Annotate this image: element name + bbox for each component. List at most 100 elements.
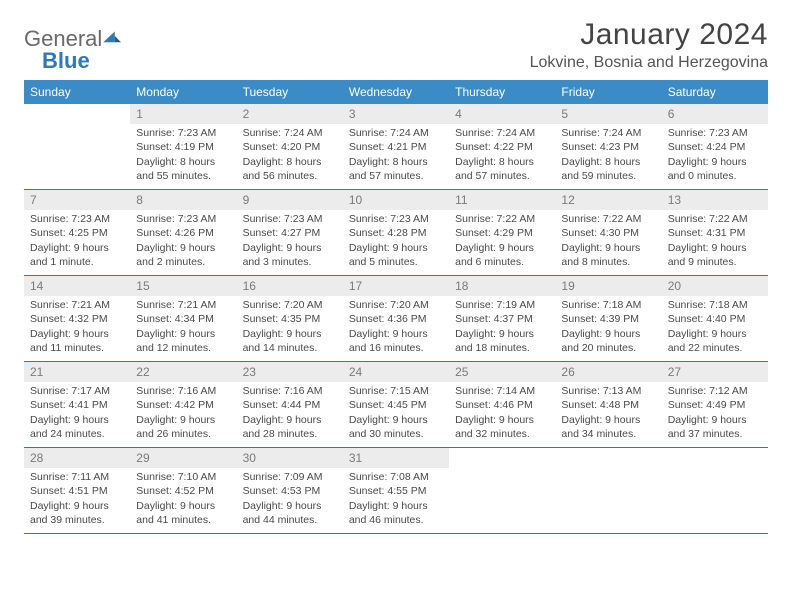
day-cell: 23Sunrise: 7:16 AMSunset: 4:44 PMDayligh… <box>237 362 343 447</box>
daylight-text: Daylight: 8 hours <box>243 155 337 169</box>
day-cell: 29Sunrise: 7:10 AMSunset: 4:52 PMDayligh… <box>130 448 236 533</box>
daylight-text: and 20 minutes. <box>561 341 655 355</box>
sunset-text: Sunset: 4:35 PM <box>243 312 337 326</box>
day-cell: 18Sunrise: 7:19 AMSunset: 4:37 PMDayligh… <box>449 276 555 361</box>
sunset-text: Sunset: 4:44 PM <box>243 398 337 412</box>
daylight-text: and 6 minutes. <box>455 255 549 269</box>
daylight-text: Daylight: 9 hours <box>455 413 549 427</box>
daylight-text: Daylight: 9 hours <box>349 499 443 513</box>
weekday-friday: Friday <box>555 80 661 104</box>
weekday-wednesday: Wednesday <box>343 80 449 104</box>
day-cell: 13Sunrise: 7:22 AMSunset: 4:31 PMDayligh… <box>662 190 768 275</box>
day-number: 29 <box>130 448 236 468</box>
sunrise-text: Sunrise: 7:14 AM <box>455 384 549 398</box>
day-number: 27 <box>662 362 768 382</box>
sunset-text: Sunset: 4:51 PM <box>30 484 124 498</box>
day-cell: 3Sunrise: 7:24 AMSunset: 4:21 PMDaylight… <box>343 104 449 189</box>
day-number: 25 <box>449 362 555 382</box>
sunrise-text: Sunrise: 7:12 AM <box>668 384 762 398</box>
sunrise-text: Sunrise: 7:21 AM <box>30 298 124 312</box>
day-cell: 8Sunrise: 7:23 AMSunset: 4:26 PMDaylight… <box>130 190 236 275</box>
daylight-text: and 41 minutes. <box>136 513 230 527</box>
sunset-text: Sunset: 4:49 PM <box>668 398 762 412</box>
day-cell: 31Sunrise: 7:08 AMSunset: 4:55 PMDayligh… <box>343 448 449 533</box>
day-number: 2 <box>237 104 343 124</box>
sunset-text: Sunset: 4:30 PM <box>561 226 655 240</box>
daylight-text: Daylight: 9 hours <box>349 241 443 255</box>
sunrise-text: Sunrise: 7:22 AM <box>561 212 655 226</box>
daylight-text: and 55 minutes. <box>136 169 230 183</box>
sunrise-text: Sunrise: 7:24 AM <box>349 126 443 140</box>
daylight-text: Daylight: 9 hours <box>243 241 337 255</box>
daylight-text: and 5 minutes. <box>349 255 443 269</box>
sunrise-text: Sunrise: 7:16 AM <box>136 384 230 398</box>
sunset-text: Sunset: 4:36 PM <box>349 312 443 326</box>
sunrise-text: Sunrise: 7:22 AM <box>455 212 549 226</box>
week-row: 7Sunrise: 7:23 AMSunset: 4:25 PMDaylight… <box>24 190 768 276</box>
page-header: GeneralBlue January 2024 Lokvine, Bosnia… <box>24 18 768 72</box>
day-number: 23 <box>237 362 343 382</box>
day-cell: 12 Sunrise: 7:22 AMSunset: 4:30 PMDayligh… <box>555 190 661 275</box>
day-cell: 7Sunrise: 7:23 AMSunset: 4:25 PMDaylight… <box>24 190 130 275</box>
sunrise-text: Sunrise: 7:24 AM <box>455 126 549 140</box>
sunset-text: Sunset: 4:26 PM <box>136 226 230 240</box>
daylight-text: Daylight: 8 hours <box>136 155 230 169</box>
day-number: 22 <box>130 362 236 382</box>
daylight-text: and 8 minutes. <box>561 255 655 269</box>
day-cell: 11Sunrise: 7:22 AMSunset: 4:29 PMDayligh… <box>449 190 555 275</box>
day-number: 12 <box>555 190 661 210</box>
sunrise-text: Sunrise: 7:21 AM <box>136 298 230 312</box>
day-number: 14 <box>24 276 130 296</box>
daylight-text: and 22 minutes. <box>668 341 762 355</box>
day-cell: 28Sunrise: 7:11 AMSunset: 4:51 PMDayligh… <box>24 448 130 533</box>
sunset-text: Sunset: 4:42 PM <box>136 398 230 412</box>
sunset-text: Sunset: 4:37 PM <box>455 312 549 326</box>
sunset-text: Sunset: 4:25 PM <box>30 226 124 240</box>
daylight-text: and 12 minutes. <box>136 341 230 355</box>
daylight-text: Daylight: 8 hours <box>561 155 655 169</box>
daylight-text: Daylight: 9 hours <box>561 413 655 427</box>
sunrise-text: Sunrise: 7:17 AM <box>30 384 124 398</box>
day-cell: 14Sunrise: 7:21 AMSunset: 4:32 PMDayligh… <box>24 276 130 361</box>
day-number: 5 <box>555 104 661 124</box>
day-cell: 6Sunrise: 7:23 AMSunset: 4:24 PMDaylight… <box>662 104 768 189</box>
sunrise-text: Sunrise: 7:22 AM <box>668 212 762 226</box>
daylight-text: and 57 minutes. <box>349 169 443 183</box>
sunset-text: Sunset: 4:40 PM <box>668 312 762 326</box>
daylight-text: Daylight: 9 hours <box>243 327 337 341</box>
day-cell: 1Sunrise: 7:23 AMSunset: 4:19 PMDaylight… <box>130 104 236 189</box>
day-cell: 4Sunrise: 7:24 AMSunset: 4:22 PMDaylight… <box>449 104 555 189</box>
day-cell: 19Sunrise: 7:18 AMSunset: 4:39 PMDayligh… <box>555 276 661 361</box>
daylight-text: and 18 minutes. <box>455 341 549 355</box>
weekday-tuesday: Tuesday <box>237 80 343 104</box>
sunrise-text: Sunrise: 7:18 AM <box>668 298 762 312</box>
week-row: 28Sunrise: 7:11 AMSunset: 4:51 PMDayligh… <box>24 448 768 534</box>
sunset-text: Sunset: 4:32 PM <box>30 312 124 326</box>
sunrise-text: Sunrise: 7:15 AM <box>349 384 443 398</box>
daylight-text: and 37 minutes. <box>668 427 762 441</box>
day-cell: 27Sunrise: 7:12 AMSunset: 4:49 PMDayligh… <box>662 362 768 447</box>
day-number: 11 <box>449 190 555 210</box>
daylight-text: and 0 minutes. <box>668 169 762 183</box>
daylight-text: Daylight: 9 hours <box>561 241 655 255</box>
weekday-thursday: Thursday <box>449 80 555 104</box>
weekday-sunday: Sunday <box>24 80 130 104</box>
sunset-text: Sunset: 4:19 PM <box>136 140 230 154</box>
sunset-text: Sunset: 4:20 PM <box>243 140 337 154</box>
sunrise-text: Sunrise: 7:10 AM <box>136 470 230 484</box>
daylight-text: Daylight: 9 hours <box>30 499 124 513</box>
day-number: 26 <box>555 362 661 382</box>
sunset-text: Sunset: 4:27 PM <box>243 226 337 240</box>
day-number: 15 <box>130 276 236 296</box>
sunrise-text: Sunrise: 7:09 AM <box>243 470 337 484</box>
brand-logo: GeneralBlue <box>24 18 123 72</box>
day-cell: 2Sunrise: 7:24 AMSunset: 4:20 PMDaylight… <box>237 104 343 189</box>
weeks-container: 1Sunrise: 7:23 AMSunset: 4:19 PMDaylight… <box>24 104 768 534</box>
sunrise-text: Sunrise: 7:23 AM <box>668 126 762 140</box>
day-number: 4 <box>449 104 555 124</box>
sunset-text: Sunset: 4:34 PM <box>136 312 230 326</box>
day-cell <box>555 448 661 533</box>
calendar-grid: Sunday Monday Tuesday Wednesday Thursday… <box>24 80 768 534</box>
daylight-text: and 3 minutes. <box>243 255 337 269</box>
daylight-text: Daylight: 9 hours <box>30 241 124 255</box>
